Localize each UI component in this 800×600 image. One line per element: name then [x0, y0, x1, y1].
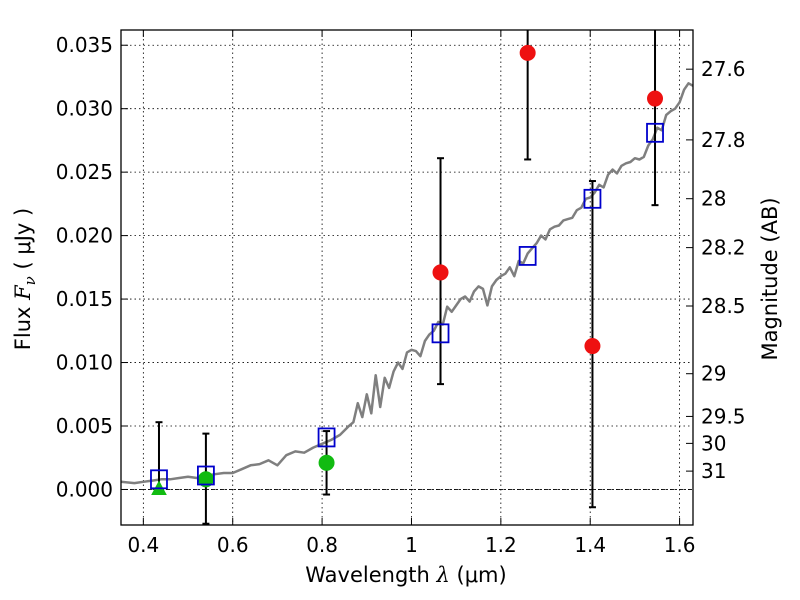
observed-flux-point: [432, 264, 449, 281]
x-tick-label: 0.8: [306, 533, 338, 557]
magnitude-tick-label: 28: [701, 187, 726, 211]
magnitude-tick-label: 27.6: [701, 57, 746, 81]
magnitude-tick-label: 31: [701, 459, 726, 483]
model-spectrum-line: [120, 82, 694, 485]
magnitude-tick-label: 29.5: [701, 404, 746, 428]
errorbar-layer: [155, 30, 659, 525]
y-tick-label: 0.010: [56, 351, 113, 375]
observed-flux-point: [584, 338, 601, 355]
model-flux-square: [646, 122, 664, 143]
y-axis-symbol: F: [11, 284, 35, 301]
y-tick-label: 0.035: [56, 33, 113, 57]
tick-layer: [121, 30, 693, 525]
y-axis-subscript: ν: [21, 276, 39, 285]
y-tick-label: 0.000: [56, 477, 113, 501]
model-flux-square: [518, 246, 537, 266]
y-axis-title: Flux Fν ( μJy ): [11, 208, 39, 350]
y-tick-label: 0.015: [56, 287, 113, 311]
magnitude-axis-title: Magnitude (AB): [758, 197, 782, 360]
model-flux-square: [150, 469, 168, 490]
y-tick-label: 0.030: [56, 97, 113, 121]
optical-flux-point: [318, 454, 335, 471]
x-axis-title: Wavelength λ (μm): [305, 563, 506, 587]
x-tick-label: 1.2: [485, 533, 517, 557]
marker-layer: [150, 44, 664, 495]
model-flux-square: [197, 465, 215, 486]
y-tick-label: 0.025: [56, 160, 113, 184]
observed-flux-point: [647, 90, 664, 107]
x-axis-symbol: λ: [436, 563, 450, 587]
model-flux-square: [317, 427, 336, 448]
observed-flux-point: [519, 44, 536, 61]
x-tick-label: 0.6: [217, 533, 249, 557]
x-tick-label: 1.4: [574, 533, 606, 557]
y-tick-label: 0.005: [56, 414, 113, 438]
x-tick-label: 1.6: [664, 533, 696, 557]
magnitude-tick-label: 27.8: [701, 128, 746, 152]
x-tick-label: 1: [405, 533, 418, 557]
model-flux-square: [583, 188, 602, 209]
model-spectrum-layer: [120, 82, 694, 485]
tick-label-layer: 0.4 0.6 0.8 1 1.2 1.4 1.6 0.000 0.005 0.010 0.015 0…: [56, 33, 746, 557]
magnitude-tick-label: 30: [701, 431, 726, 455]
magnitude-tick-label: 29: [701, 362, 726, 386]
x-tick-label: 0.4: [127, 533, 159, 557]
magnitude-tick-label: 28.2: [701, 236, 746, 260]
plot-frame: [120, 29, 694, 526]
y-tick-label: 0.020: [56, 224, 113, 248]
model-flux-square: [431, 323, 450, 344]
magnitude-tick-label: 28.5: [701, 294, 746, 318]
